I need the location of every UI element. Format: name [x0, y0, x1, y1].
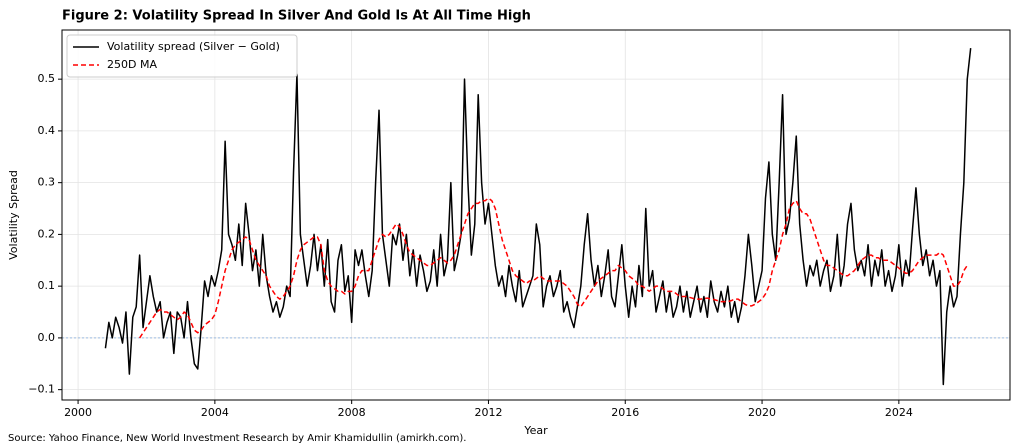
x-tick-label: 2020: [748, 406, 776, 419]
x-tick-label: 2000: [64, 406, 92, 419]
x-tick-label: 2024: [885, 406, 913, 419]
y-tick-label: 0.3: [38, 176, 56, 189]
x-tick-label: 2012: [474, 406, 502, 419]
y-axis-label: Volatility Spread: [7, 170, 20, 260]
chart-title: Figure 2: Volatility Spread In Silver An…: [62, 9, 531, 24]
y-tick-label: 0.4: [38, 124, 56, 137]
x-axis-label: Year: [523, 424, 548, 437]
legend-label: Volatility spread (Silver − Gold): [107, 40, 280, 53]
y-tick-label: 0.1: [38, 279, 56, 292]
x-tick-label: 2016: [611, 406, 639, 419]
y-tick-label: 0.5: [38, 72, 56, 85]
series-line: [104, 48, 972, 386]
series-line: [139, 197, 968, 339]
legend-label: 250D MA: [107, 58, 157, 71]
x-tick-label: 2008: [338, 406, 366, 419]
y-tick-label: 0.2: [38, 227, 56, 240]
x-tick-label: 2004: [201, 406, 229, 419]
plot-frame: [61, 29, 1011, 401]
source-note: Source: Yahoo Finance, New World Investm…: [8, 433, 466, 444]
y-tick-label: 0.0: [38, 331, 56, 344]
y-tick-label: −0.1: [28, 383, 55, 396]
legend-box: [66, 34, 298, 78]
